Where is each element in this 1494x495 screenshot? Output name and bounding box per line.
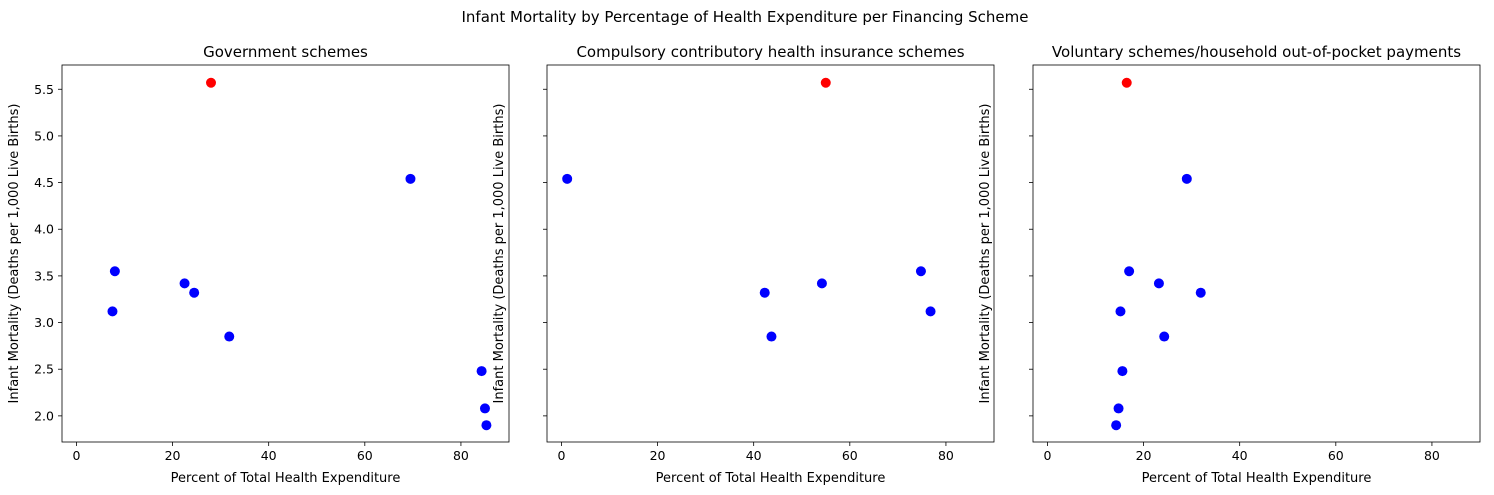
x-tick-label: 0 bbox=[557, 448, 565, 463]
x-tick-label: 20 bbox=[1136, 448, 1152, 463]
axes-frame bbox=[546, 64, 995, 443]
axes-frame bbox=[1032, 64, 1481, 443]
data-point bbox=[107, 306, 118, 317]
panel-title: Voluntary schemes/household out-of-pocke… bbox=[1052, 43, 1461, 61]
data-point bbox=[1153, 278, 1164, 289]
highlighted-data-point bbox=[820, 77, 831, 88]
x-axis-label: Percent of Total Health Expenditure bbox=[1142, 471, 1372, 486]
x-tick-label: 0 bbox=[72, 448, 80, 463]
figure-title: Infant Mortality by Percentage of Health… bbox=[461, 8, 1028, 26]
data-point bbox=[481, 420, 492, 431]
data-point bbox=[189, 287, 200, 298]
y-tick-label: 5.0 bbox=[34, 128, 54, 143]
data-point bbox=[1115, 306, 1126, 317]
data-point bbox=[759, 287, 770, 298]
x-tick-label: 20 bbox=[650, 448, 666, 463]
data-point bbox=[1195, 287, 1206, 298]
data-point bbox=[476, 366, 487, 377]
y-tick-label: 5.5 bbox=[34, 82, 54, 97]
y-axis-label: Infant Mortality (Deaths per 1,000 Live … bbox=[978, 104, 993, 404]
data-point bbox=[915, 266, 926, 277]
x-tick-label: 40 bbox=[1232, 448, 1248, 463]
scatter-panel-2: Compulsory contributory health insurance… bbox=[492, 43, 995, 486]
data-point bbox=[1124, 266, 1135, 277]
data-point bbox=[109, 266, 120, 277]
data-point bbox=[179, 278, 190, 289]
x-axis-label: Percent of Total Health Expenditure bbox=[171, 471, 401, 486]
x-tick-label: 80 bbox=[938, 448, 954, 463]
y-tick-label: 2.0 bbox=[34, 408, 54, 423]
data-point bbox=[1111, 420, 1122, 431]
x-tick-label: 40 bbox=[261, 448, 277, 463]
x-tick-label: 40 bbox=[746, 448, 762, 463]
data-point bbox=[816, 278, 827, 289]
scatter-panel-3: Voluntary schemes/household out-of-pocke… bbox=[978, 43, 1481, 486]
panel-title: Compulsory contributory health insurance… bbox=[576, 43, 964, 61]
x-tick-label: 60 bbox=[1328, 448, 1344, 463]
y-axis-label: Infant Mortality (Deaths per 1,000 Live … bbox=[7, 104, 22, 404]
scatter-panel-1: Government schemes 0 20 40 60 80 2.0 2.5 3.0 3.5 4… bbox=[7, 43, 510, 486]
data-point bbox=[479, 403, 490, 414]
data-point bbox=[1181, 173, 1192, 184]
data-point bbox=[1159, 331, 1170, 342]
highlighted-data-point bbox=[1121, 77, 1132, 88]
data-point bbox=[405, 173, 416, 184]
x-tick-label: 60 bbox=[842, 448, 858, 463]
x-tick-label: 20 bbox=[165, 448, 181, 463]
data-point bbox=[925, 306, 936, 317]
data-point bbox=[224, 331, 235, 342]
data-point bbox=[1113, 403, 1124, 414]
highlighted-data-point bbox=[206, 77, 216, 88]
axes-frame bbox=[61, 64, 510, 443]
x-tick-label: 80 bbox=[1424, 448, 1440, 463]
panel-title: Government schemes bbox=[203, 43, 368, 61]
x-tick-label: 80 bbox=[453, 448, 469, 463]
y-axis-label: Infant Mortality (Deaths per 1,000 Live … bbox=[492, 104, 507, 404]
data-point bbox=[562, 173, 573, 184]
y-tick-label: 3.5 bbox=[34, 268, 54, 283]
data-point bbox=[1117, 366, 1128, 377]
x-axis-label: Percent of Total Health Expenditure bbox=[656, 471, 886, 486]
x-tick-label: 0 bbox=[1043, 448, 1051, 463]
data-point bbox=[766, 331, 777, 342]
y-tick-label: 4.5 bbox=[34, 175, 54, 190]
y-tick-label: 2.5 bbox=[34, 362, 54, 377]
x-tick-label: 60 bbox=[357, 448, 373, 463]
y-tick-label: 4.0 bbox=[34, 222, 54, 237]
y-tick-label: 3.0 bbox=[34, 315, 54, 330]
